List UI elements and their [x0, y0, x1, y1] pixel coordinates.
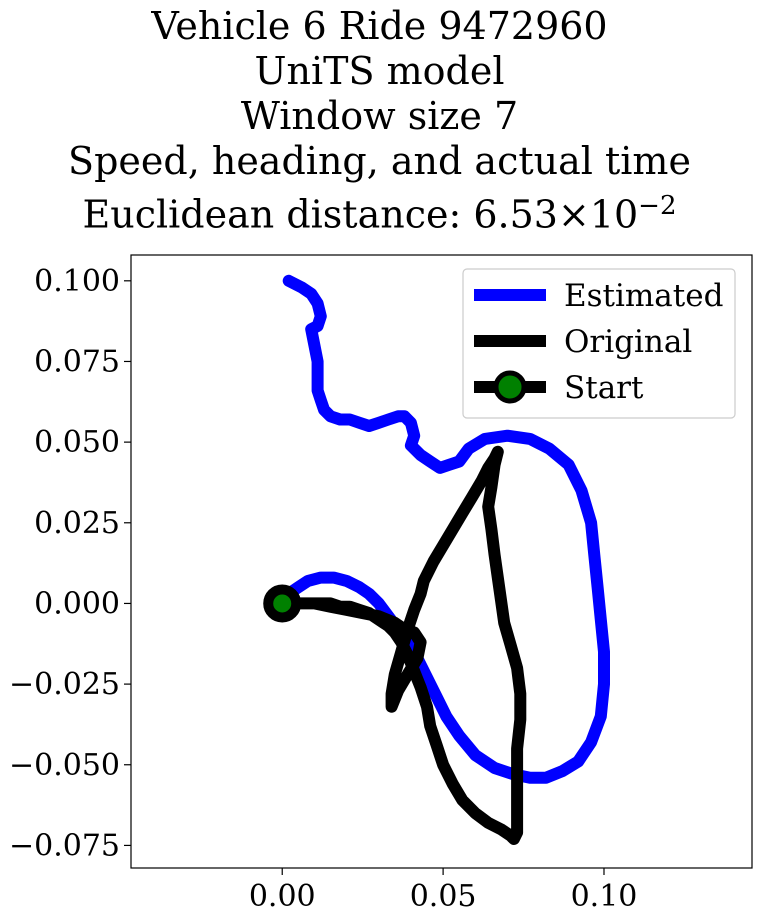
x-tick-label: 0.10	[571, 879, 638, 914]
title-distance-base: 10	[589, 192, 639, 237]
legend-label-original: Original	[564, 324, 692, 360]
title-line-1: Vehicle 6 Ride 9472960	[151, 4, 608, 48]
y-tick-label: −0.050	[9, 748, 120, 783]
legend-label-start: Start	[564, 370, 644, 406]
y-tick-label: 0.000	[34, 586, 120, 621]
legend-swatch-start-marker	[493, 370, 527, 404]
title-distance-times: ×	[557, 192, 590, 237]
y-tick-label: 0.075	[34, 344, 120, 379]
y-tick-label: −0.075	[9, 828, 120, 863]
title-distance-prefix: Euclidean distance:	[82, 192, 474, 237]
title-line-4: Speed, heading, and actual time	[68, 139, 691, 183]
x-tick-label: 0.00	[249, 879, 316, 914]
legend: Estimated Original Start	[462, 268, 736, 419]
marker-layer	[263, 584, 302, 623]
x-axis: 0.00 0.05 0.10	[249, 868, 638, 914]
chart-title: Vehicle 6 Ride 9472960 UniTS model Windo…	[0, 4, 759, 238]
title-distance-mantissa: 6.53	[473, 192, 558, 237]
y-tick-label: 0.050	[34, 425, 120, 460]
legend-label-estimated: Estimated	[564, 278, 723, 314]
x-tick-label: 0.05	[410, 879, 477, 914]
title-distance-exponent: −2	[638, 191, 677, 221]
y-tick-label: −0.025	[9, 667, 120, 702]
series-line-original	[276, 445, 527, 845]
legend-box	[462, 268, 736, 419]
y-tick-label: 0.100	[34, 264, 120, 299]
series-layer	[276, 274, 610, 845]
start-marker	[263, 584, 302, 623]
title-line-5: Euclidean distance: 6.53×10−2	[0, 184, 759, 238]
title-line-3: Window size 7	[240, 94, 519, 138]
y-tick-label: 0.025	[34, 506, 120, 541]
y-axis: 0.100 0.075 0.050 0.025 0.000 −0.025 −0.050 −0.…	[9, 264, 131, 863]
title-line-2: UniTS model	[254, 49, 505, 93]
plot-frame	[130, 254, 753, 869]
